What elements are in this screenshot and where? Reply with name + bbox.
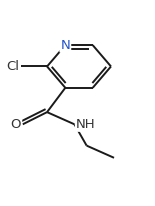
Text: O: O xyxy=(11,118,21,131)
Text: Cl: Cl xyxy=(7,60,20,73)
Text: N: N xyxy=(60,39,70,52)
Text: NH: NH xyxy=(76,118,96,131)
